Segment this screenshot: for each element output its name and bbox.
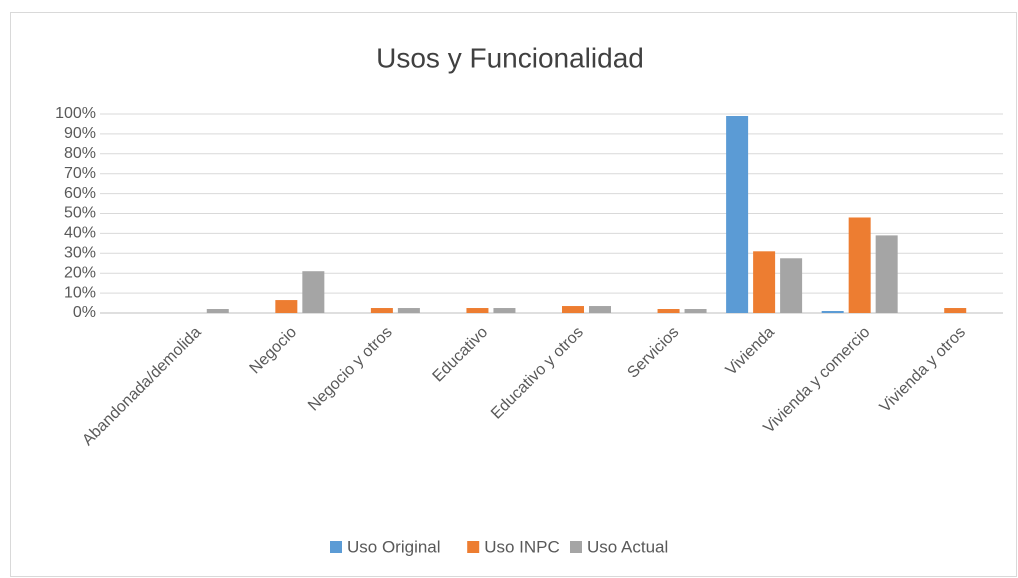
y-tick-label: 30%	[64, 245, 96, 262]
bar	[397, 308, 420, 313]
bar	[657, 309, 680, 313]
y-tick-label: 100%	[55, 105, 96, 122]
bar	[848, 217, 871, 313]
bar	[493, 308, 516, 313]
bar	[562, 306, 584, 313]
bar	[726, 115, 749, 314]
legend-label: Uso INPC	[484, 537, 560, 556]
y-tick-label: 50%	[64, 205, 96, 222]
legend-swatch	[330, 541, 342, 553]
legend-label: Uso Actual	[587, 537, 668, 556]
chart-title: Usos y Funcionalidad	[376, 42, 644, 73]
y-tick-label: 40%	[64, 225, 96, 242]
y-tick-label: 80%	[64, 145, 96, 162]
y-tick-label: 90%	[64, 125, 96, 142]
y-tick-label: 10%	[64, 284, 96, 301]
y-tick-label: 60%	[64, 185, 96, 202]
y-tick-label: 70%	[64, 165, 96, 182]
bar	[302, 271, 325, 313]
legend-label: Uso Original	[347, 537, 441, 556]
bar	[753, 251, 776, 313]
bar	[466, 308, 489, 313]
bar	[206, 309, 229, 313]
bar	[370, 308, 393, 313]
bar	[684, 309, 707, 313]
y-tick-label: 0%	[73, 304, 96, 321]
bar	[875, 235, 898, 313]
bar	[944, 308, 967, 313]
bar	[780, 258, 803, 313]
bar	[589, 306, 611, 313]
legend-swatch	[570, 541, 582, 553]
y-tick-label: 20%	[64, 264, 96, 281]
bar	[275, 300, 298, 313]
bar	[821, 311, 844, 313]
legend-swatch	[467, 541, 480, 553]
